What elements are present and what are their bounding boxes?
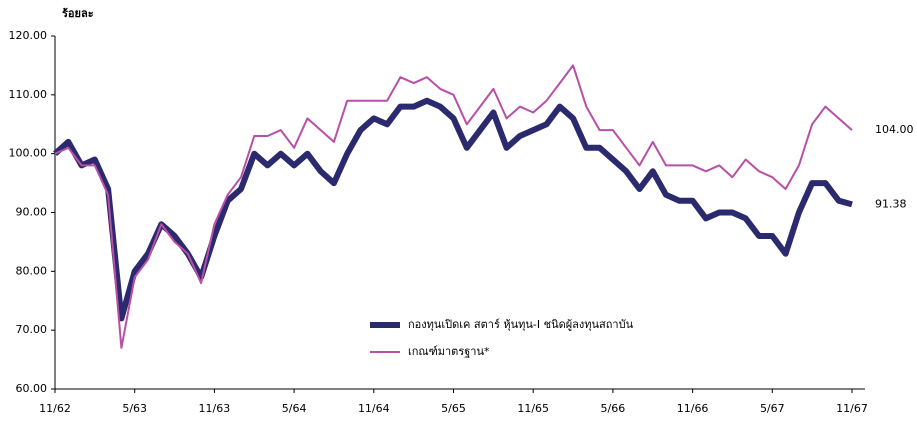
x-tick-label: 5/67	[760, 402, 785, 415]
x-tick-label: 5/64	[282, 402, 307, 415]
y-tick-label: 70.00	[16, 323, 48, 336]
x-tick-label: 11/65	[517, 402, 549, 415]
y-tick-label: 110.00	[9, 88, 48, 101]
end-label: 104.00	[875, 123, 914, 136]
y-tick-label: 60.00	[16, 382, 48, 395]
x-tick-label: 5/65	[441, 402, 466, 415]
legend-label: กองทุนเปิดเค สตาร์ หุ้นทุน-I ชนิดผู้ลงทุ…	[408, 318, 634, 331]
x-tick-label: 11/63	[199, 402, 231, 415]
y-axis-label: ร้อยละ	[62, 7, 94, 20]
series-line	[53, 97, 853, 322]
y-tick-label: 100.00	[9, 147, 48, 160]
end-label: 91.38	[875, 197, 907, 210]
legend-label: เกณฑ์มาตรฐาน*	[408, 345, 490, 358]
y-tick-label: 80.00	[16, 264, 48, 277]
x-tick-label: 5/66	[601, 402, 626, 415]
series-line	[54, 64, 853, 349]
x-tick-label: 11/64	[358, 402, 390, 415]
x-tick-label: 11/62	[39, 402, 71, 415]
x-tick-label: 11/66	[677, 402, 709, 415]
x-tick-label: 11/67	[836, 402, 868, 415]
y-tick-label: 120.00	[9, 29, 48, 42]
y-tick-label: 90.00	[16, 206, 48, 219]
x-tick-label: 5/63	[122, 402, 147, 415]
